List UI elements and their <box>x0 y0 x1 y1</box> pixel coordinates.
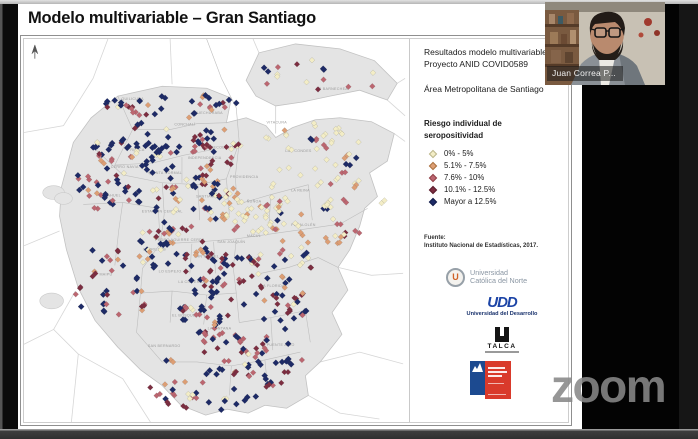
participant-name-label: Juan Correa P... <box>547 66 623 81</box>
svg-text:INDEPENDENCIA: INDEPENDENCIA <box>188 156 222 160</box>
svg-text:CERRILLOS: CERRILLOS <box>143 248 167 252</box>
svg-text:MACUL: MACUL <box>247 234 261 238</box>
legend-item: 0% - 5% <box>424 148 562 160</box>
area-line: Área Metropolitana de Santiago <box>424 84 544 94</box>
talca-logo-text: TALCA <box>487 342 517 350</box>
risk-legend: Riesgo individual de seropositividad 0% … <box>424 118 562 208</box>
svg-text:LA REINA: LA REINA <box>291 189 310 193</box>
legend-item-label: 5.1% - 7.5% <box>444 161 487 170</box>
svg-text:RECOLETA: RECOLETA <box>211 145 233 149</box>
slide-title: Modelo multivariable – Gran Santiago <box>28 9 317 27</box>
bottom-letterbox-bar <box>0 429 698 439</box>
legend-swatch-diamond-icon <box>428 149 438 158</box>
anid-logo-red-text <box>485 361 511 399</box>
ucn-logo: U Universidad Católica del Norte <box>446 267 562 287</box>
glasses <box>594 27 607 38</box>
urban-area <box>39 43 398 416</box>
legend-item: 7.6% - 10% <box>424 172 562 184</box>
svg-text:PEDRO AGUIRRE CERDA: PEDRO AGUIRRE CERDA <box>155 238 205 242</box>
svg-text:ESTACIÓN CENTRAL: ESTACIÓN CENTRAL <box>142 208 183 213</box>
svg-text:LA FLORIDA: LA FLORIDA <box>261 284 285 288</box>
left-letterbox-bar <box>0 4 18 429</box>
top-strip <box>0 0 698 4</box>
legend-items: 0% - 5% 5.1% - 7.5% 7.6% - 10% 10.1% - 12.5… <box>424 148 562 208</box>
comuna-borders <box>83 39 368 396</box>
svg-text:MAIPÚ: MAIPÚ <box>99 271 112 276</box>
ucn-logo-text-1: Universidad <box>470 267 508 277</box>
svg-text:EL BOSQUE: EL BOSQUE <box>172 314 196 318</box>
north-arrow-icon <box>31 44 39 59</box>
svg-text:LA PINTANA: LA PINTANA <box>208 326 232 330</box>
ucn-logo-text-2: Católica del Norte <box>470 276 528 285</box>
risk-markers-layer <box>72 57 388 414</box>
svg-text:SAN JOAQUÍN: SAN JOAQUÍN <box>217 240 245 244</box>
legend-item: 5.1% - 7.5% <box>424 160 562 172</box>
wall-decoration <box>644 18 652 26</box>
legend-swatch-diamond-icon <box>428 197 438 206</box>
legend-swatch-diamond-icon <box>428 161 438 170</box>
svg-text:QUILICURA: QUILICURA <box>121 97 144 101</box>
svg-text:CONCHALÍ: CONCHALÍ <box>174 123 195 127</box>
legend-swatch-diamond-icon <box>428 185 438 194</box>
svg-text:LO BARNECHEA: LO BARNECHEA <box>316 87 348 91</box>
legend-item-label: 7.6% - 10% <box>444 173 485 182</box>
source-note: Fuente: Instituto Nacional de Estadístic… <box>424 234 562 250</box>
results-line-1: Resultados modelo multivariable <box>424 47 547 57</box>
legend-title-line2: seropositividad <box>424 130 484 140</box>
webcam-video: Juan Correa P... <box>545 2 665 85</box>
svg-text:ÑUÑOA: ÑUÑOA <box>247 198 262 203</box>
svg-text:PUENTE ALTO: PUENTE ALTO <box>267 343 295 347</box>
svg-text:SANTIAGO: SANTIAGO <box>196 195 217 199</box>
rural-boundaries <box>24 39 406 422</box>
legend-item-label: Mayor a 12.5% <box>444 197 497 206</box>
map-frame: QUILICURA HUECHURABA LO BARNECHEA CONCHALÍ R… <box>20 35 572 426</box>
results-line-2: Proyecto ANID COVID0589 <box>424 58 528 69</box>
svg-text:SAN BERNARDO: SAN BERNARDO <box>148 344 181 348</box>
legend-title-line1: Riesgo individual de <box>424 118 502 128</box>
svg-text:PUDAHUEL: PUDAHUEL <box>99 194 121 198</box>
svg-text:VITACURA: VITACURA <box>267 121 288 125</box>
ucn-logo-icon: U <box>446 267 465 287</box>
zoom-watermark: zoom <box>551 360 667 412</box>
talca-logo-icon <box>494 326 510 342</box>
udd-logo-text: Universidad del Desarrollo <box>466 310 538 317</box>
svg-text:PROVIDENCIA: PROVIDENCIA <box>230 175 259 179</box>
presentation-slide: Modelo multivariable – Gran Santiago QUI… <box>18 4 582 429</box>
source-label: Fuente: <box>424 234 446 241</box>
logos-block: U Universidad Católica del Norte UDD Uni… <box>424 267 562 399</box>
svg-text:LAS CONDES: LAS CONDES <box>285 149 312 153</box>
talca-logo: TALCA <box>442 326 562 353</box>
info-panel: Resultados modelo multivariable Proyecto… <box>409 39 568 422</box>
udd-logo-mark: UDD <box>487 293 518 311</box>
santiago-map: QUILICURA HUECHURABA LO BARNECHEA CONCHALÍ R… <box>24 39 406 422</box>
svg-text:CERRO NAVIA: CERRO NAVIA <box>111 165 139 169</box>
svg-text:PEÑALOLÉN: PEÑALOLÉN <box>291 222 316 227</box>
legend-swatch-diamond-icon <box>428 173 438 182</box>
svg-text:HUECHURABA: HUECHURABA <box>194 111 223 115</box>
svg-text:LO ESPEJO: LO ESPEJO <box>159 269 182 273</box>
udd-logo: UDD Universidad del Desarrollo <box>442 293 562 317</box>
legend-item: Mayor a 12.5% <box>424 196 562 208</box>
legend-item-label: 10.1% - 12.5% <box>444 185 496 194</box>
legend-item-label: 0% - 5% <box>444 149 474 158</box>
anid-logo-blue-emblem <box>470 361 485 395</box>
svg-text:QUINTA NORMAL: QUINTA NORMAL <box>148 171 182 175</box>
talca-logo-subtext <box>485 351 519 353</box>
legend-item: 10.1% - 12.5% <box>424 184 562 196</box>
source-text: Instituto Nacional de Estadísticas, 2017… <box>424 242 539 249</box>
anid-logo <box>470 361 512 399</box>
